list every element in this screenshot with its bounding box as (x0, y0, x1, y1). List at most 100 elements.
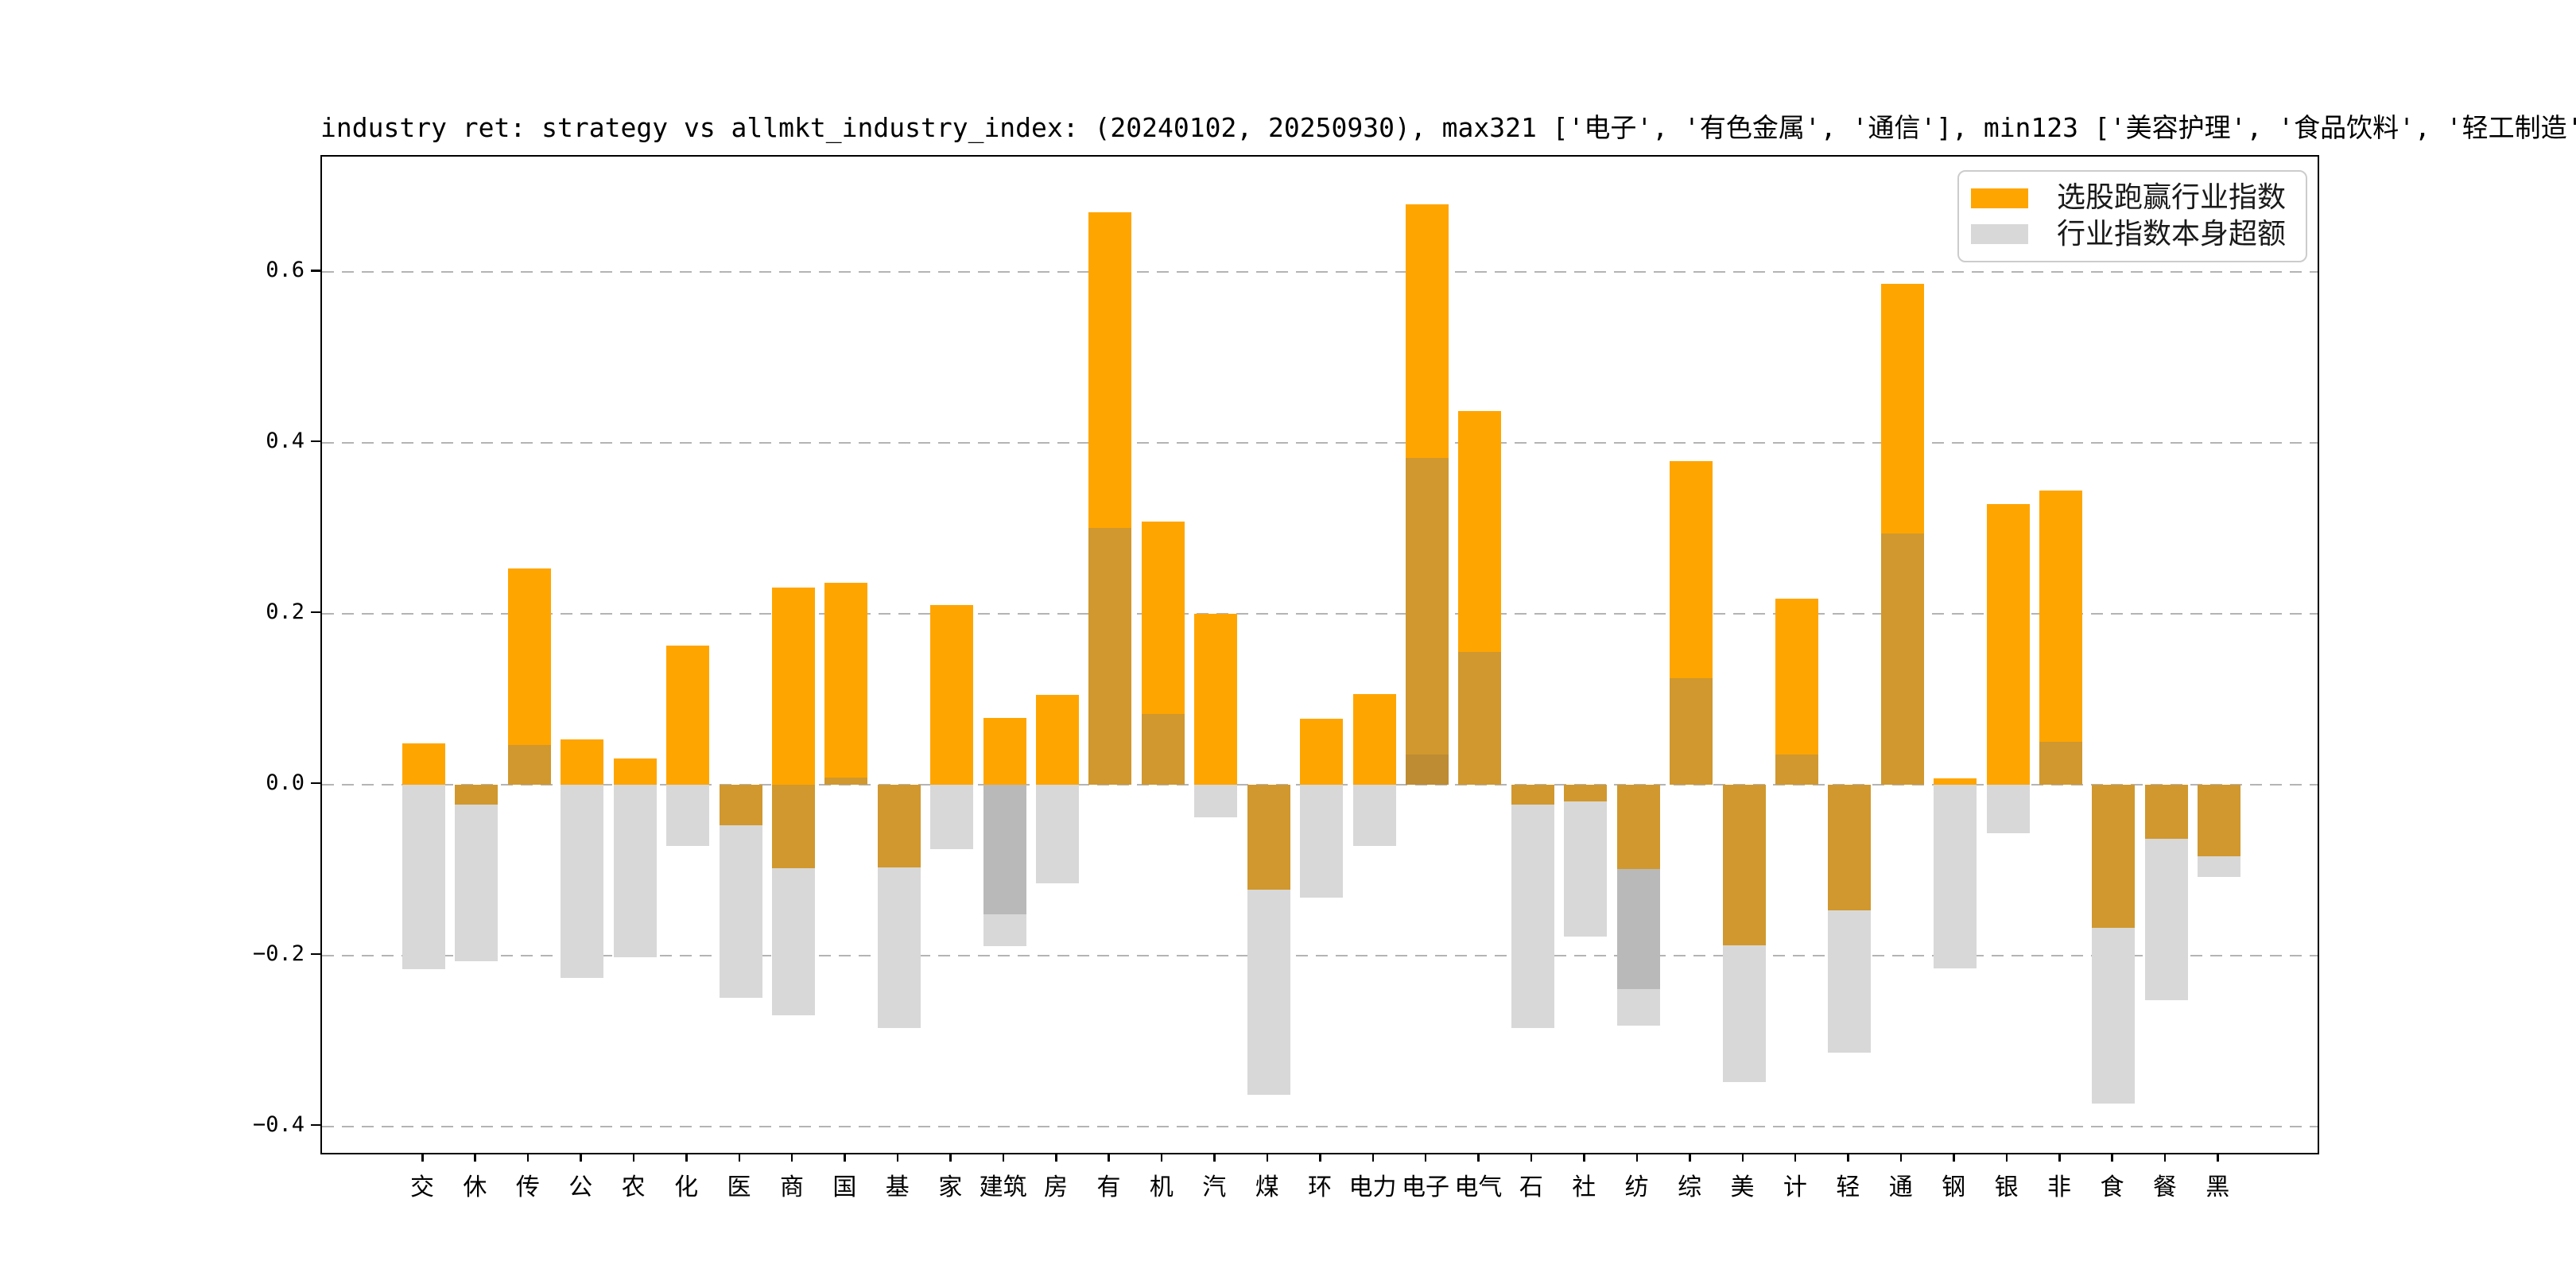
bar-segment-农-orange (613, 758, 657, 785)
bar-segment-通-orange (1880, 284, 1924, 533)
bar-segment-房-orange (1036, 695, 1080, 785)
x-tick-mark (1319, 1153, 1321, 1162)
y-tick-mark (311, 440, 321, 443)
x-tick-mark (790, 1153, 793, 1162)
x-tick-mark (2111, 1153, 2113, 1162)
bar-segment-公-orange (561, 739, 604, 785)
legend-item: 选股跑赢行业指数 (1971, 184, 2306, 212)
x-tick-label-有: 有 (1096, 1174, 1121, 1201)
gridline (322, 1125, 2318, 1127)
bar-segment-电力-gray (1352, 784, 1396, 847)
x-tick-mark (2005, 1153, 2008, 1162)
x-tick-mark (1371, 1153, 1375, 1162)
bar-segment-交-gray (402, 784, 445, 969)
x-tick-label-非: 非 (2047, 1174, 2072, 1201)
bar-segment-石-blend (1511, 784, 1554, 805)
bar-segment-轻-blend (1828, 784, 1872, 910)
x-tick-mark (1583, 1153, 1585, 1162)
x-tick-mark (1689, 1153, 1691, 1162)
bar-segment-计-blend (1775, 755, 1818, 785)
x-tick-mark (1002, 1153, 1005, 1162)
x-tick-mark (1477, 1153, 1480, 1162)
bar-segment-公-gray (561, 784, 604, 978)
bar-segment-医-blend (719, 784, 762, 826)
x-tick-label-电力: 电力 (1348, 1174, 1397, 1201)
bar-segment-传-orange (507, 568, 551, 746)
x-tick-label-黑: 黑 (2206, 1174, 2230, 1201)
bar-segment-美-blend (1722, 784, 1766, 945)
bar-segment-建筑-gray (983, 914, 1026, 946)
x-tick-label-环: 环 (1308, 1174, 1333, 1201)
bar-segment-建筑-orange (983, 718, 1026, 785)
x-tick-mark (1160, 1153, 1163, 1162)
x-tick-label-轻: 轻 (1836, 1174, 1860, 1201)
y-tick-label: 0.0 (266, 770, 305, 795)
legend-label: 选股跑赢行业指数 (2057, 181, 2287, 215)
bar-segment-非-orange (2039, 491, 2083, 743)
x-tick-mark (1213, 1153, 1216, 1162)
x-tick-label-交: 交 (410, 1174, 434, 1201)
gridline (322, 612, 2318, 615)
bar-segment-非-blend (2039, 742, 2083, 785)
bar-segment-钢-gray (1934, 784, 1977, 968)
bar-segment-计-orange (1775, 598, 1818, 755)
x-tick-mark (1635, 1153, 1639, 1162)
x-tick-label-汽: 汽 (1202, 1174, 1227, 1201)
y-tick-label: 0.6 (266, 258, 305, 283)
legend: 选股跑赢行业指数 行业指数本身超额 (1957, 170, 2307, 262)
y-tick-label: −0.4 (252, 1111, 305, 1137)
x-tick-mark (2217, 1153, 2219, 1162)
gridline (322, 441, 2318, 444)
y-tick-mark (311, 270, 321, 272)
x-tick-label-公: 公 (568, 1174, 593, 1201)
bar-segment-化-orange (666, 645, 710, 785)
x-tick-label-建筑: 建筑 (979, 1174, 1027, 1201)
bar-segment-国-blend (824, 778, 868, 785)
bar-segment-纺-gray_dark (1616, 869, 1660, 989)
bar-segment-商-orange (771, 587, 815, 785)
x-tick-mark (738, 1153, 741, 1162)
x-tick-mark (2163, 1153, 2167, 1162)
x-tick-label-家: 家 (938, 1174, 963, 1201)
bar-segment-环-orange (1300, 719, 1344, 785)
gridline (322, 271, 2318, 274)
x-tick-mark (632, 1153, 635, 1162)
bar-segment-银-orange (1986, 504, 2030, 785)
bar-segment-有-blend (1088, 528, 1132, 785)
x-tick-label-机: 机 (1149, 1174, 1174, 1201)
y-tick-mark (311, 952, 321, 956)
x-tick-label-商: 商 (779, 1174, 804, 1201)
x-tick-mark (844, 1153, 846, 1162)
bar-segment-家-gray (930, 784, 974, 850)
bar-segment-商-gray (771, 868, 815, 1015)
bar-segment-黑-blend (2198, 784, 2241, 857)
x-tick-label-石: 石 (1519, 1174, 1543, 1201)
chart-title: industry ret: strategy vs allmkt_industr… (320, 112, 2576, 143)
x-tick-mark (949, 1153, 952, 1162)
bar-segment-美-gray (1722, 945, 1766, 1082)
bar-segment-餐-gray (2144, 838, 2188, 1000)
bar-segment-基-blend (877, 784, 921, 868)
bar-segment-通-blend (1880, 533, 1924, 785)
legend-swatch-orange (1971, 188, 2028, 208)
x-tick-label-银: 银 (1994, 1174, 2019, 1201)
bar-segment-社-blend (1564, 784, 1608, 802)
x-tick-mark (1794, 1153, 1797, 1162)
x-tick-label-国: 国 (832, 1174, 857, 1201)
x-tick-label-美: 美 (1730, 1174, 1755, 1201)
y-tick-mark (311, 1123, 321, 1127)
bar-segment-食-blend (2092, 784, 2136, 929)
x-tick-label-传: 传 (515, 1174, 540, 1201)
bar-segment-钢-orange (1934, 778, 1977, 785)
bar-segment-基-gray (877, 867, 921, 1029)
x-tick-label-休: 休 (463, 1174, 487, 1201)
y-tick-mark (311, 611, 321, 614)
legend-item: 行业指数本身超额 (1971, 219, 2306, 249)
bar-segment-纺-blend (1616, 784, 1660, 870)
x-tick-label-计: 计 (1783, 1174, 1807, 1201)
bar-segment-轻-gray (1828, 910, 1872, 1053)
bar-segment-国-orange (824, 583, 868, 778)
bar-segment-综-blend (1670, 677, 1713, 785)
x-tick-mark (1055, 1153, 1057, 1162)
bar-segment-农-gray (613, 784, 657, 957)
